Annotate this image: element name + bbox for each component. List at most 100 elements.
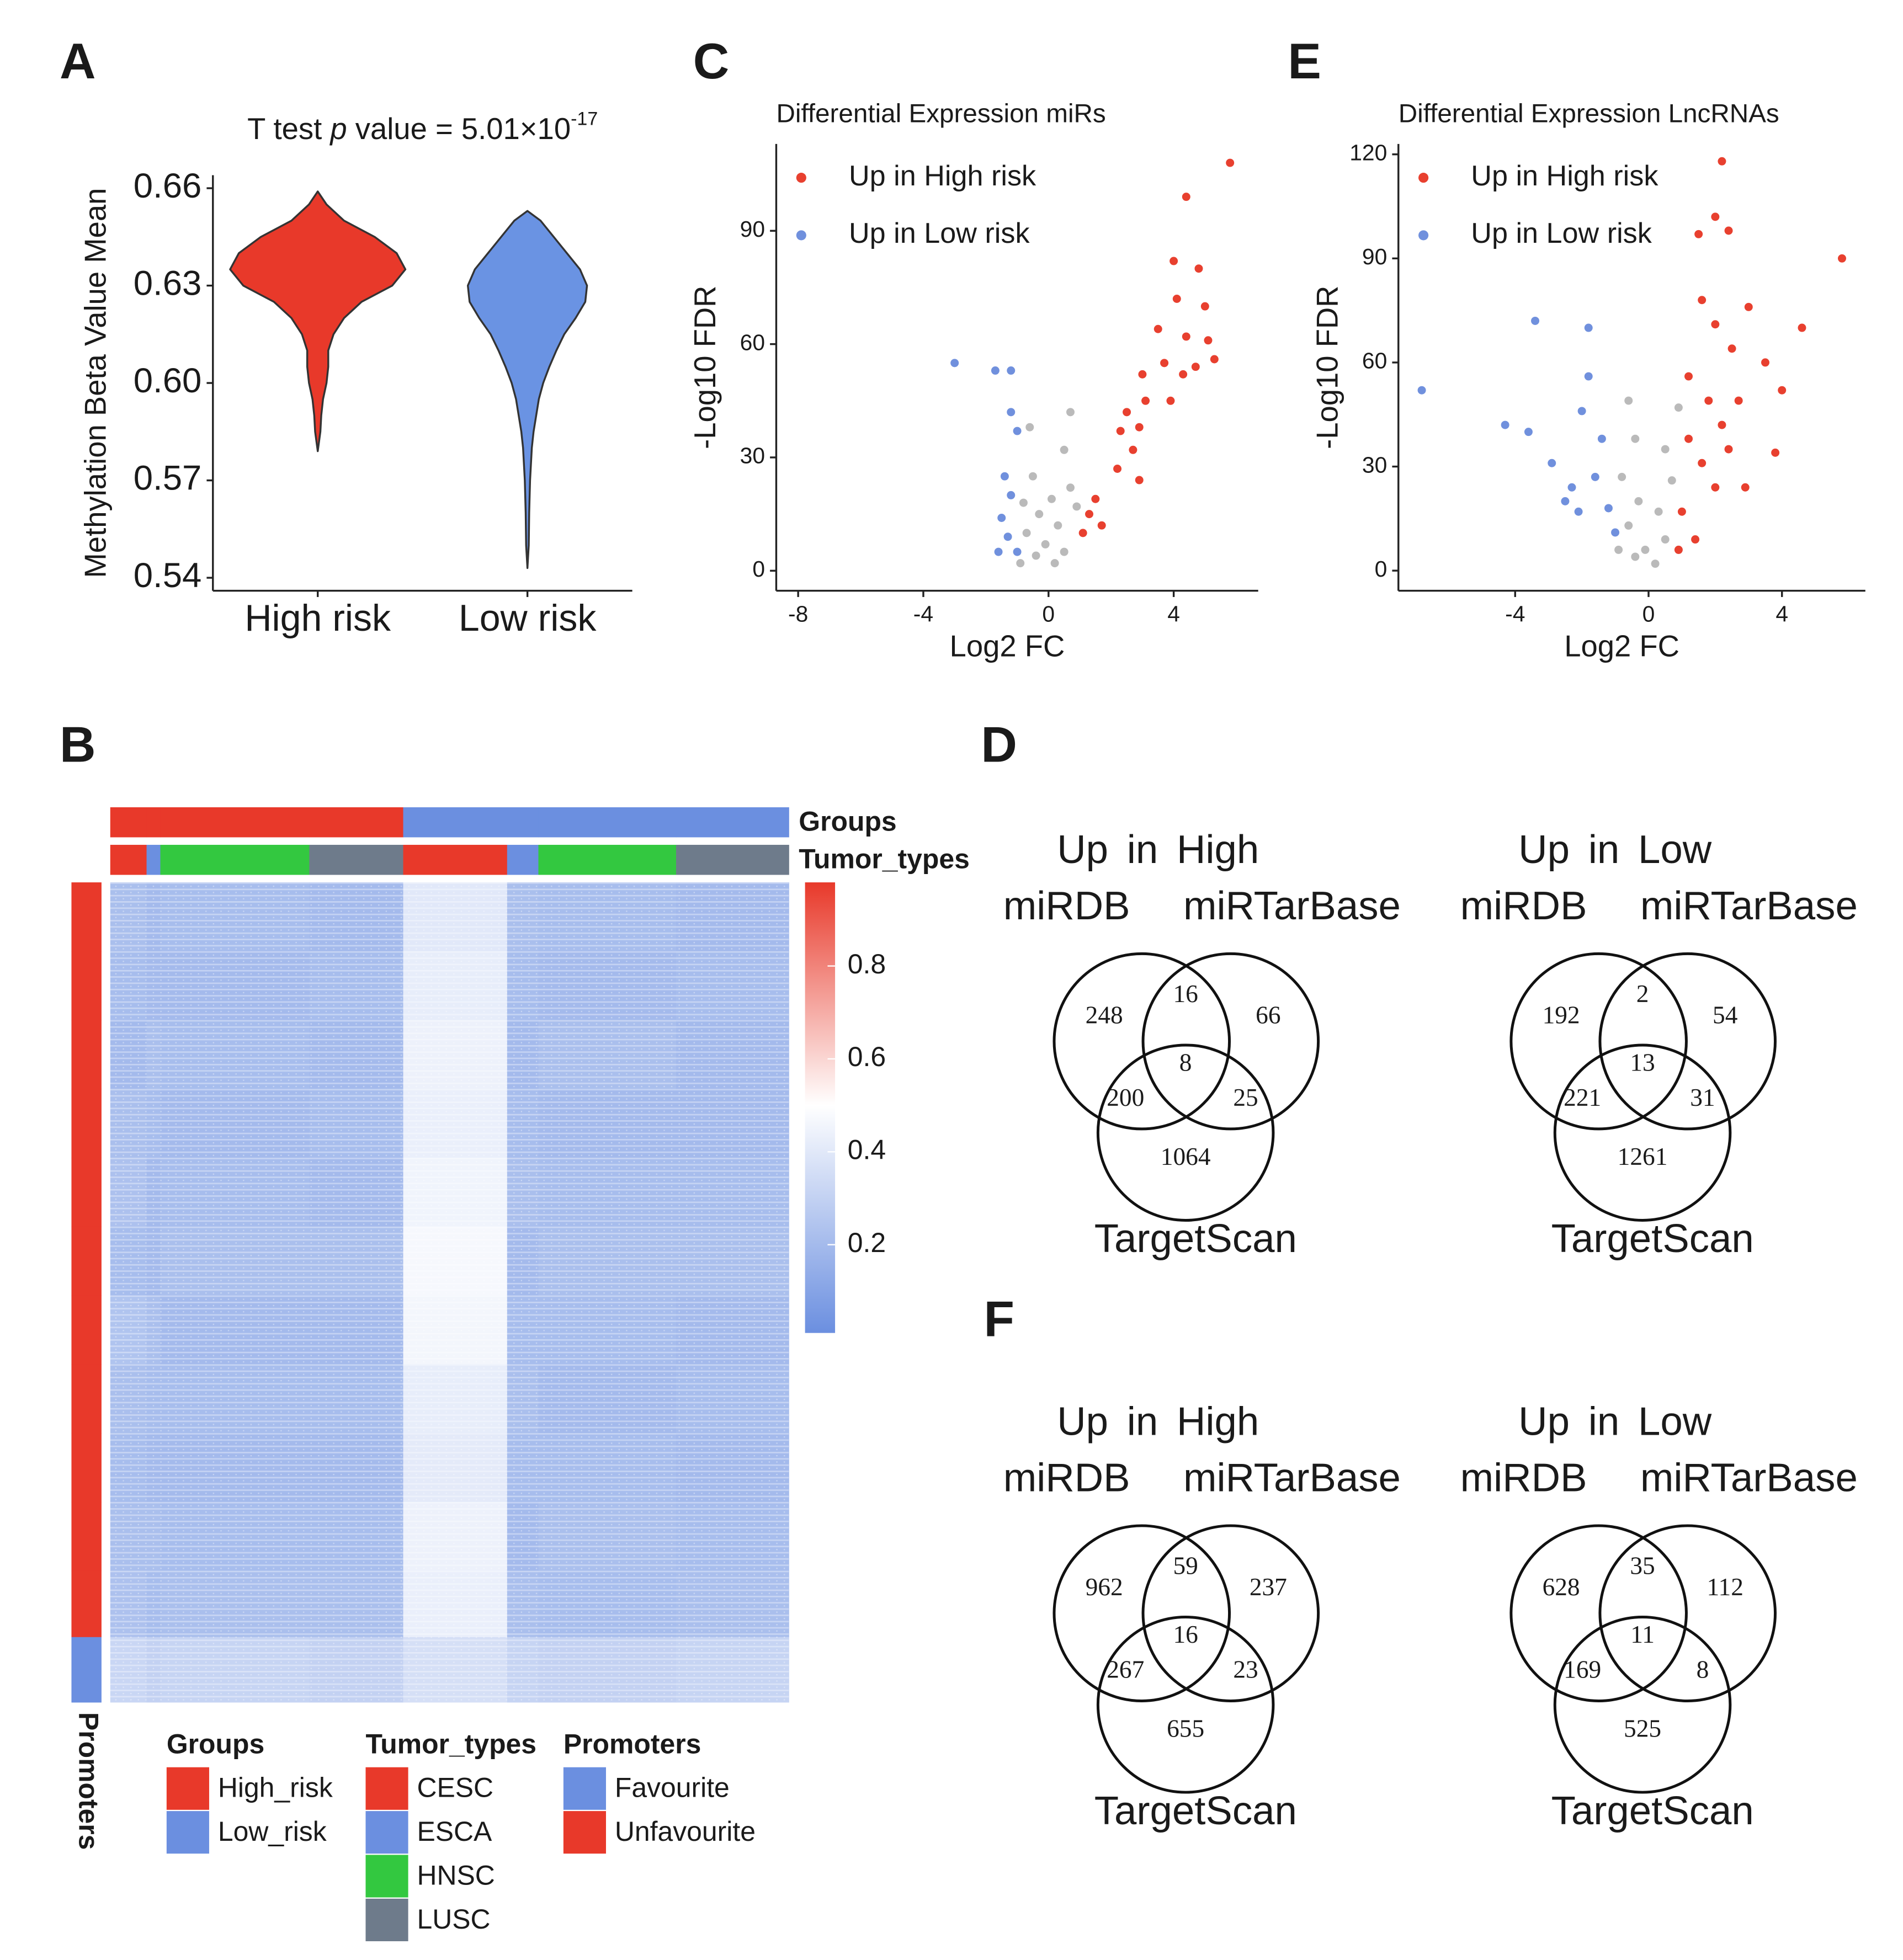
set-label: TargetScan	[1094, 1788, 1297, 1833]
point	[1022, 529, 1031, 537]
point	[1798, 323, 1806, 332]
point	[1654, 507, 1663, 516]
chart-title: Differential Expression LncRNAs	[1399, 99, 1779, 128]
colorbar-tick-label: 0.8	[848, 949, 886, 979]
venn-circle	[1509, 1524, 1688, 1702]
point	[1567, 483, 1576, 492]
venn-count: 221	[1564, 1084, 1601, 1111]
y-tick-label: 60	[740, 329, 765, 355]
venn-title: Up in High	[1057, 1399, 1259, 1444]
group-annotation	[160, 807, 310, 838]
point	[1624, 521, 1633, 530]
venn-circle	[1096, 1616, 1275, 1794]
point	[1577, 407, 1586, 416]
point	[991, 366, 1000, 375]
point	[1661, 535, 1670, 544]
tumor-type-annotation	[309, 845, 404, 875]
y-axis-label: -Log10 FDR	[1310, 285, 1344, 449]
y-axis-label: Methylation Beta Value Mean	[78, 188, 112, 578]
point	[1135, 476, 1144, 484]
point	[1007, 366, 1016, 375]
promoter-annotation	[71, 951, 102, 1021]
legend-label: Up in Low risk	[849, 217, 1030, 249]
group-annotation	[403, 807, 508, 838]
point	[1694, 230, 1703, 238]
promoter-annotation	[71, 1295, 102, 1365]
point	[1634, 497, 1643, 505]
venn-title: Up in Low	[1518, 827, 1712, 872]
x-axis-label: Log2 FC	[950, 629, 1065, 663]
y-tick-label: 30	[740, 443, 765, 468]
point	[1016, 559, 1025, 568]
point	[1179, 370, 1188, 379]
legend-label: CESC	[417, 1772, 493, 1803]
point	[1129, 445, 1137, 454]
point	[1711, 483, 1720, 492]
point	[1614, 545, 1623, 554]
venn-circle	[1553, 1616, 1732, 1794]
point	[1194, 264, 1203, 273]
point	[1584, 372, 1593, 381]
set-label: miRTarBase	[1183, 1455, 1401, 1500]
colorbar-tick-label: 0.2	[848, 1227, 886, 1258]
panel-letter: F	[984, 1291, 1014, 1347]
venn-circle	[1598, 1524, 1777, 1702]
group-annotation	[146, 807, 161, 838]
venn-count: 23	[1233, 1656, 1258, 1684]
promoter-annotation	[71, 1089, 102, 1158]
point	[1072, 502, 1081, 511]
venn-circle	[1053, 1524, 1231, 1702]
point	[997, 513, 1006, 522]
point	[1060, 445, 1069, 454]
venn-count: 248	[1086, 1001, 1123, 1029]
point	[1624, 396, 1633, 405]
point	[1172, 294, 1181, 303]
panel-letter: A	[60, 34, 96, 89]
point	[1050, 559, 1059, 568]
set-label: TargetScan	[1094, 1216, 1297, 1261]
title-italic: p	[329, 113, 347, 146]
tumor-type-annotation	[160, 845, 310, 875]
venn-count: 1261	[1618, 1143, 1668, 1170]
venn-count: 16	[1173, 980, 1198, 1008]
title-text: value = 5.01×10	[355, 113, 571, 146]
legend-key	[1418, 230, 1429, 241]
heatmap-texture	[110, 882, 789, 1702]
promoter-annotation	[71, 882, 102, 952]
y-tick-label: 0.57	[134, 459, 202, 497]
point	[1091, 494, 1100, 503]
tumor-type-annotation	[538, 845, 677, 875]
venn-circle	[1096, 1043, 1275, 1222]
legend-label: Up in High risk	[849, 160, 1036, 192]
point	[1141, 396, 1150, 405]
point	[1691, 535, 1700, 544]
set-label: miRTarBase	[1640, 883, 1858, 928]
point	[1000, 472, 1009, 481]
y-tick-label: 0	[1375, 556, 1388, 582]
point	[1028, 472, 1037, 481]
set-label: miRDB	[1460, 1455, 1587, 1500]
point	[1226, 158, 1235, 167]
venn-circle	[1509, 952, 1688, 1131]
chart-title: T test p value = 5.01×10-17	[247, 109, 598, 146]
venn-count: 25	[1233, 1084, 1258, 1111]
legend-key	[796, 230, 806, 241]
venn-count: 54	[1713, 1001, 1737, 1029]
panel-letter: E	[1288, 34, 1321, 89]
point	[1007, 408, 1016, 417]
point	[1013, 427, 1022, 435]
point	[1674, 545, 1683, 554]
legend-label: HNSC	[417, 1860, 495, 1890]
chart-title: Differential Expression miRs	[776, 99, 1105, 128]
panel-letter: B	[60, 717, 96, 773]
point	[1741, 483, 1750, 492]
legend-title: Groups	[167, 1728, 264, 1759]
point	[1182, 193, 1190, 201]
set-label: miRDB	[1003, 883, 1130, 928]
legend-label: Low_risk	[218, 1816, 327, 1847]
point	[1019, 498, 1028, 507]
promoter-annotation	[71, 1501, 102, 1572]
venn-count: 8	[1697, 1656, 1709, 1684]
y-tick-label: 0	[752, 556, 765, 582]
